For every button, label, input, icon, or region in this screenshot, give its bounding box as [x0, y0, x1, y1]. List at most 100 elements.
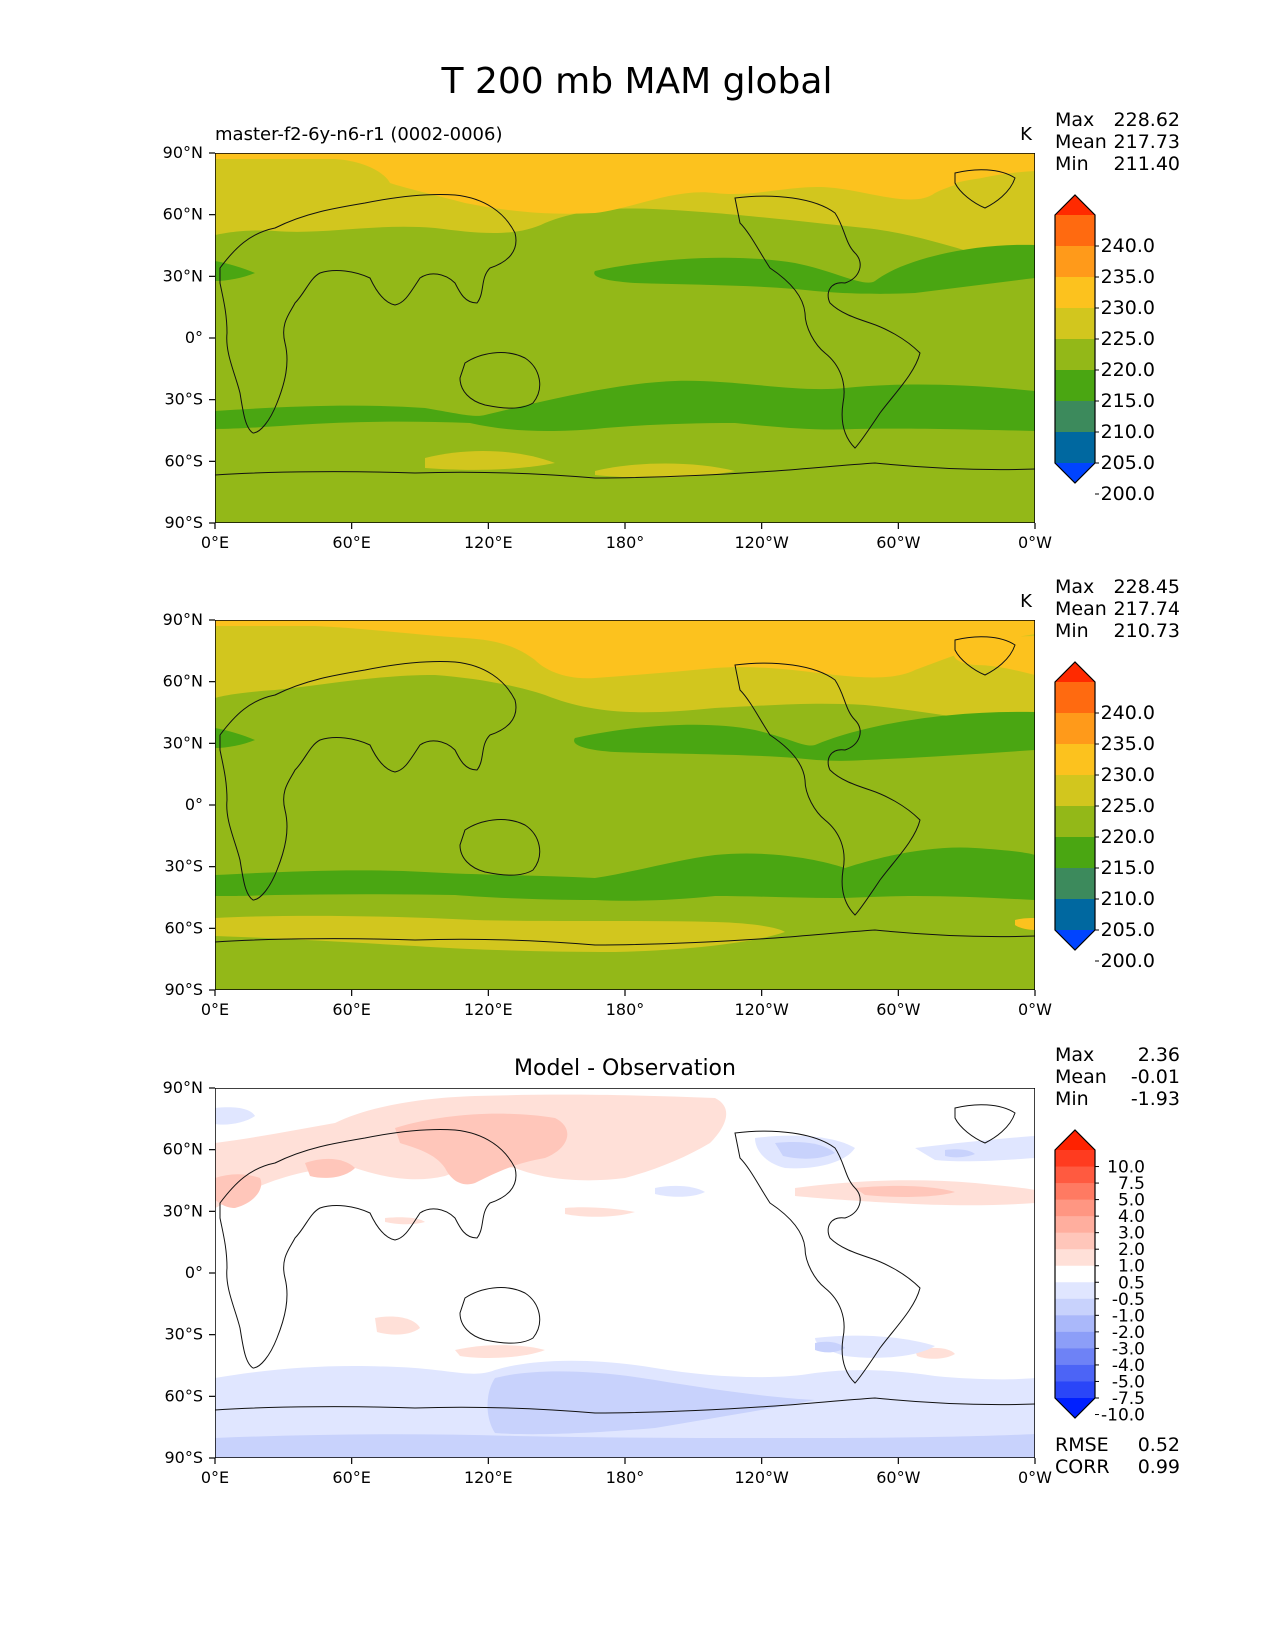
colorbar-swatch [1055, 1232, 1095, 1250]
stat-value-mean: 217.73 [1114, 131, 1180, 153]
panel-title-left: master-f2-6y-n6-r1 (0002-0006) [215, 124, 502, 145]
lon-tick-label: 0°E [201, 533, 229, 552]
stat-label-min: Min [1055, 620, 1089, 642]
lon-tick-label: 0°E [201, 1468, 229, 1487]
field-pos-1-2-asia [305, 1158, 355, 1178]
colorbar-swatch [1055, 370, 1095, 402]
lon-tick-label: 180° [606, 1468, 645, 1487]
field-neg-1-2-sh [487, 1371, 815, 1435]
lat-tick-label: 90°N [163, 610, 203, 629]
colorbar-swatch [1055, 1166, 1095, 1184]
field-pos-sh-b [455, 1345, 545, 1358]
coast-antarctica [215, 1397, 1035, 1414]
lat-tick-label: 0° [185, 795, 203, 814]
stat-value-min: 210.73 [1114, 620, 1180, 642]
colorbar-extend-min [1055, 930, 1095, 950]
colorbar-swatch [1055, 1282, 1095, 1300]
coastlines [215, 1104, 1035, 1414]
colorbar-label: 1.0 [1118, 1257, 1145, 1277]
colorbar-swatch [1055, 1381, 1095, 1399]
lat-tick-label: 30°N [163, 266, 203, 285]
footer-difference: RMSE 0.52 CORR 0.99 [1055, 1434, 1180, 1478]
stat-label-mean: Mean [1055, 598, 1107, 620]
stat-value-max: 2.36 [1138, 1044, 1180, 1066]
field-neg-1-2-b [945, 1149, 975, 1158]
colorbar-swatch [1055, 308, 1095, 340]
colorbar-label: 240.0 [1101, 702, 1155, 724]
colorbar-label: 215.0 [1101, 390, 1155, 412]
field-220-225-south [215, 915, 785, 952]
colorbar-label: -2.0 [1112, 1323, 1145, 1343]
field-220-225-greenland [953, 173, 1035, 208]
field-neg-pac [655, 1185, 705, 1197]
coast-greenland [954, 636, 1016, 676]
field-neg-1-2 [775, 1142, 835, 1159]
colorbar-extend-max [1055, 662, 1095, 682]
lat-tick-label: 60°S [164, 918, 203, 937]
field-neg-west [215, 1107, 255, 1125]
field-225-230-arctic [865, 636, 1035, 675]
figure-title: T 200 mb MAM global [441, 61, 833, 102]
stat-value-mean: 217.74 [1114, 598, 1180, 620]
colorbar-swatch [1055, 1199, 1095, 1217]
coast-australia [459, 819, 541, 876]
axes-observation: 0°E 60°E 120°E 180° 120°W 60°W 0°W 90°N 60°N 30°N… [163, 610, 1053, 1019]
colorbar-swatch [1055, 713, 1095, 745]
colorbar-label: 220.0 [1101, 826, 1155, 848]
lat-tick-label: 30°N [163, 1201, 203, 1220]
stat-label-min: Min [1055, 153, 1089, 175]
panel-observation: K 0°E 60°E 120°E 180° 120°W 60°W 0°W90°N60 [163, 576, 1180, 1019]
lon-tick-label: 60°W [876, 1000, 920, 1019]
colorbar-swatch [1055, 1331, 1095, 1349]
colorbar-swatch [1055, 868, 1095, 900]
stat-label-max: Max [1055, 1044, 1094, 1066]
field-210-215-sh [215, 847, 1035, 901]
lat-tick-label: 90°S [164, 980, 203, 999]
colorbar-label: 210.0 [1101, 421, 1155, 443]
lat-tick-label: 30°S [164, 1325, 203, 1344]
colorbar-swatch [1055, 1150, 1095, 1168]
colorbar-label: 200.0 [1101, 483, 1155, 505]
lon-tick-label: 60°E [332, 533, 370, 552]
colorbar-observation: 240.0 235.0 230.0 225.0 220.0 215.0 210.0 205.0… [1054, 661, 1155, 972]
colorbar-label: 7.5 [1118, 1174, 1145, 1194]
lat-tick-label: 90°S [164, 1448, 203, 1467]
coast-americas [734, 1130, 921, 1384]
stats-observation: Max 228.45 Mean 217.74 Min 210.73 [1055, 576, 1180, 642]
colorbar-swatch [1055, 744, 1095, 776]
colorbar-label: 205.0 [1101, 919, 1155, 941]
colorbar-label: -7.5 [1112, 1389, 1145, 1409]
lon-tick-label: 120°E [464, 533, 513, 552]
stat-label-max: Max [1055, 576, 1094, 598]
stat-value-min: -1.93 [1131, 1088, 1180, 1110]
colorbar-swatch [1055, 401, 1095, 433]
colorbar-label: -3.0 [1112, 1339, 1145, 1359]
field-210-215-nh [594, 244, 1035, 294]
field-neg-sh-pac-core [815, 1341, 845, 1353]
stats-model: Max 228.62 Mean 217.73 Min 211.40 [1055, 109, 1180, 175]
colorbar-label: -0.5 [1112, 1290, 1145, 1310]
colorbar-label: -5.0 [1112, 1372, 1145, 1392]
stat-label-min: Min [1055, 1088, 1089, 1110]
panel-model: master-f2-6y-n6-r1 (0002-0006) K [163, 109, 1180, 552]
field-220-225-south-a [425, 451, 555, 470]
colorbar-label: 235.0 [1101, 266, 1155, 288]
colorbar-label: -1.0 [1112, 1306, 1145, 1326]
colorbar-label: 240.0 [1101, 235, 1155, 257]
lon-tick-label: 0°W [1018, 1468, 1052, 1487]
colorbar-swatch [1055, 1249, 1095, 1267]
colorbar-label: 225.0 [1101, 795, 1155, 817]
footer-label-corr: CORR [1055, 1456, 1110, 1478]
colorbar-label: 0.5 [1118, 1273, 1145, 1293]
lon-tick-label: 60°E [332, 1000, 370, 1019]
coast-australia [459, 352, 541, 409]
stat-value-max: 228.62 [1114, 109, 1180, 131]
field-225-230-south-edge [1015, 918, 1035, 930]
coast-antarctica [215, 462, 1035, 479]
colorbar-label: -4.0 [1112, 1356, 1145, 1376]
lat-tick-label: 0° [185, 328, 203, 347]
lon-tick-label: 120°W [734, 533, 789, 552]
coastlines [215, 169, 1035, 479]
colorbar-label: 230.0 [1101, 297, 1155, 319]
coast-africa-eurasia [219, 1129, 517, 1369]
